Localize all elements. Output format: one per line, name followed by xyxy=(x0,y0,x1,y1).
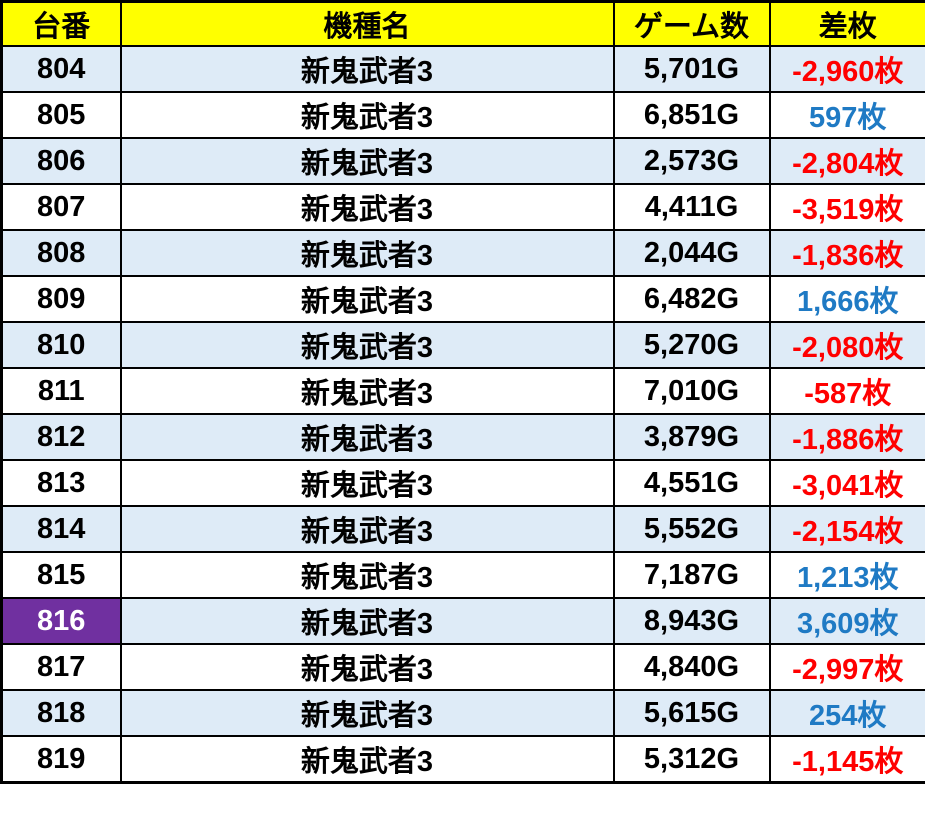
table-row: 816 新鬼武者3 8,943G 3,609枚 xyxy=(0,597,925,645)
machine-number-cell: 812 xyxy=(0,413,122,461)
model-name-cell: 新鬼武者3 xyxy=(119,367,615,415)
game-count-cell: 6,482G xyxy=(612,275,771,323)
game-count-cell: 3,879G xyxy=(612,413,771,461)
model-name-cell: 新鬼武者3 xyxy=(119,735,615,784)
machine-number-cell: 804 xyxy=(0,45,122,93)
game-count-cell: 7,187G xyxy=(612,551,771,599)
table-row: 810 新鬼武者3 5,270G -2,080枚 xyxy=(0,321,925,369)
model-name-cell: 新鬼武者3 xyxy=(119,459,615,507)
diff-medals-cell: 1,666枚 xyxy=(768,275,925,323)
diff-medals-cell: -2,960枚 xyxy=(768,45,925,93)
table-row: 817 新鬼武者3 4,840G -2,997枚 xyxy=(0,643,925,691)
diff-medals-cell: 597枚 xyxy=(768,91,925,139)
diff-medals-cell: 3,609枚 xyxy=(768,597,925,645)
table-row: 811 新鬼武者3 7,010G -587枚 xyxy=(0,367,925,415)
diff-medals-cell: -2,997枚 xyxy=(768,643,925,691)
table-row: 808 新鬼武者3 2,044G -1,836枚 xyxy=(0,229,925,277)
model-name-cell: 新鬼武者3 xyxy=(119,229,615,277)
col-header-game-count: ゲーム数 xyxy=(612,0,771,47)
diff-medals-cell: 254枚 xyxy=(768,689,925,737)
machine-number-cell: 806 xyxy=(0,137,122,185)
game-count-cell: 8,943G xyxy=(612,597,771,645)
col-header-diff-medals: 差枚 xyxy=(768,0,925,47)
machine-number-cell: 811 xyxy=(0,367,122,415)
model-name-cell: 新鬼武者3 xyxy=(119,413,615,461)
table-row: 819 新鬼武者3 5,312G -1,145枚 xyxy=(0,735,925,784)
machine-number-cell: 813 xyxy=(0,459,122,507)
table-row: 805 新鬼武者3 6,851G 597枚 xyxy=(0,91,925,139)
model-name-cell: 新鬼武者3 xyxy=(119,183,615,231)
table-row: 814 新鬼武者3 5,552G -2,154枚 xyxy=(0,505,925,553)
diff-medals-cell: -1,886枚 xyxy=(768,413,925,461)
machine-number-cell: 819 xyxy=(0,735,122,784)
machine-data-table: 台番 機種名 ゲーム数 差枚 804 新鬼武者3 5,701G -2,960枚 805 新… xyxy=(0,0,925,784)
game-count-cell: 5,312G xyxy=(612,735,771,784)
table-row: 813 新鬼武者3 4,551G -3,041枚 xyxy=(0,459,925,507)
diff-medals-cell: 1,213枚 xyxy=(768,551,925,599)
table-row: 804 新鬼武者3 5,701G -2,960枚 xyxy=(0,45,925,93)
model-name-cell: 新鬼武者3 xyxy=(119,551,615,599)
table-row: 809 新鬼武者3 6,482G 1,666枚 xyxy=(0,275,925,323)
header-row: 台番 機種名 ゲーム数 差枚 xyxy=(0,0,925,47)
table-body: 804 新鬼武者3 5,701G -2,960枚 805 新鬼武者3 6,851G 597枚 8… xyxy=(0,45,925,784)
machine-number-cell: 815 xyxy=(0,551,122,599)
game-count-cell: 4,411G xyxy=(612,183,771,231)
diff-medals-cell: -587枚 xyxy=(768,367,925,415)
diff-medals-cell: -2,154枚 xyxy=(768,505,925,553)
machine-number-cell: 808 xyxy=(0,229,122,277)
game-count-cell: 5,615G xyxy=(612,689,771,737)
table-row: 815 新鬼武者3 7,187G 1,213枚 xyxy=(0,551,925,599)
model-name-cell: 新鬼武者3 xyxy=(119,137,615,185)
table-row: 818 新鬼武者3 5,615G 254枚 xyxy=(0,689,925,737)
game-count-cell: 6,851G xyxy=(612,91,771,139)
game-count-cell: 4,840G xyxy=(612,643,771,691)
game-count-cell: 5,701G xyxy=(612,45,771,93)
game-count-cell: 4,551G xyxy=(612,459,771,507)
diff-medals-cell: -1,836枚 xyxy=(768,229,925,277)
diff-medals-cell: -3,519枚 xyxy=(768,183,925,231)
machine-number-cell: 817 xyxy=(0,643,122,691)
table-row: 812 新鬼武者3 3,879G -1,886枚 xyxy=(0,413,925,461)
model-name-cell: 新鬼武者3 xyxy=(119,91,615,139)
model-name-cell: 新鬼武者3 xyxy=(119,597,615,645)
machine-number-cell: 809 xyxy=(0,275,122,323)
machine-number-cell: 805 xyxy=(0,91,122,139)
game-count-cell: 5,270G xyxy=(612,321,771,369)
machine-number-cell: 814 xyxy=(0,505,122,553)
model-name-cell: 新鬼武者3 xyxy=(119,505,615,553)
col-header-model-name: 機種名 xyxy=(119,0,615,47)
table-row: 806 新鬼武者3 2,573G -2,804枚 xyxy=(0,137,925,185)
diff-medals-cell: -2,080枚 xyxy=(768,321,925,369)
machine-number-cell: 816 xyxy=(0,597,122,645)
model-name-cell: 新鬼武者3 xyxy=(119,689,615,737)
machine-number-cell: 818 xyxy=(0,689,122,737)
machine-number-cell: 810 xyxy=(0,321,122,369)
diff-medals-cell: -2,804枚 xyxy=(768,137,925,185)
model-name-cell: 新鬼武者3 xyxy=(119,45,615,93)
game-count-cell: 5,552G xyxy=(612,505,771,553)
col-header-machine-number: 台番 xyxy=(0,0,122,47)
diff-medals-cell: -3,041枚 xyxy=(768,459,925,507)
diff-medals-cell: -1,145枚 xyxy=(768,735,925,784)
table-row: 807 新鬼武者3 4,411G -3,519枚 xyxy=(0,183,925,231)
model-name-cell: 新鬼武者3 xyxy=(119,321,615,369)
game-count-cell: 2,573G xyxy=(612,137,771,185)
model-name-cell: 新鬼武者3 xyxy=(119,275,615,323)
game-count-cell: 2,044G xyxy=(612,229,771,277)
game-count-cell: 7,010G xyxy=(612,367,771,415)
machine-number-cell: 807 xyxy=(0,183,122,231)
model-name-cell: 新鬼武者3 xyxy=(119,643,615,691)
